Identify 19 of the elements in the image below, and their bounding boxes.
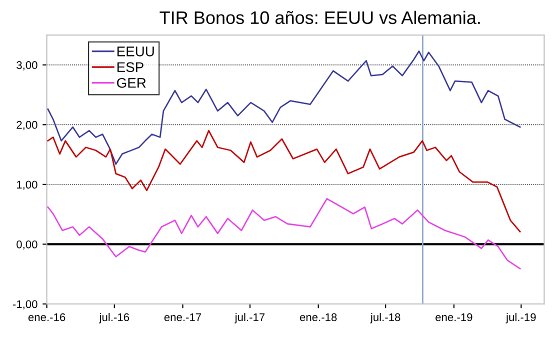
legend-label: ESP xyxy=(117,62,144,72)
line-series xyxy=(47,130,521,232)
x-tick-label: ene.-19 xyxy=(436,313,472,322)
x-tick-label: jul.-19 xyxy=(506,312,536,324)
y-tick-label: 0,00 xyxy=(16,240,38,250)
chart-title: TIR Bonos 10 años: EEUU vs Alemania. xyxy=(160,10,480,24)
x-tick-label: ene.-18 xyxy=(300,313,337,322)
y-tick-label: -1,00 xyxy=(12,300,38,310)
y-tick-label: 3,00 xyxy=(16,61,38,70)
y-tick-label: 2,00 xyxy=(16,120,38,130)
x-tick-label: jul.-17 xyxy=(234,312,265,324)
x-tick-label: ene.-16 xyxy=(28,313,66,322)
x-tick-label: jul.-18 xyxy=(370,312,400,324)
x-tick-label: ene.-17 xyxy=(164,313,202,322)
line-series xyxy=(47,198,521,270)
legend-label: EEUU xyxy=(117,46,154,56)
legend-label: GER xyxy=(117,78,146,88)
y-tick-label: 1,00 xyxy=(16,180,38,190)
x-tick-label: jul.-16 xyxy=(98,312,130,324)
